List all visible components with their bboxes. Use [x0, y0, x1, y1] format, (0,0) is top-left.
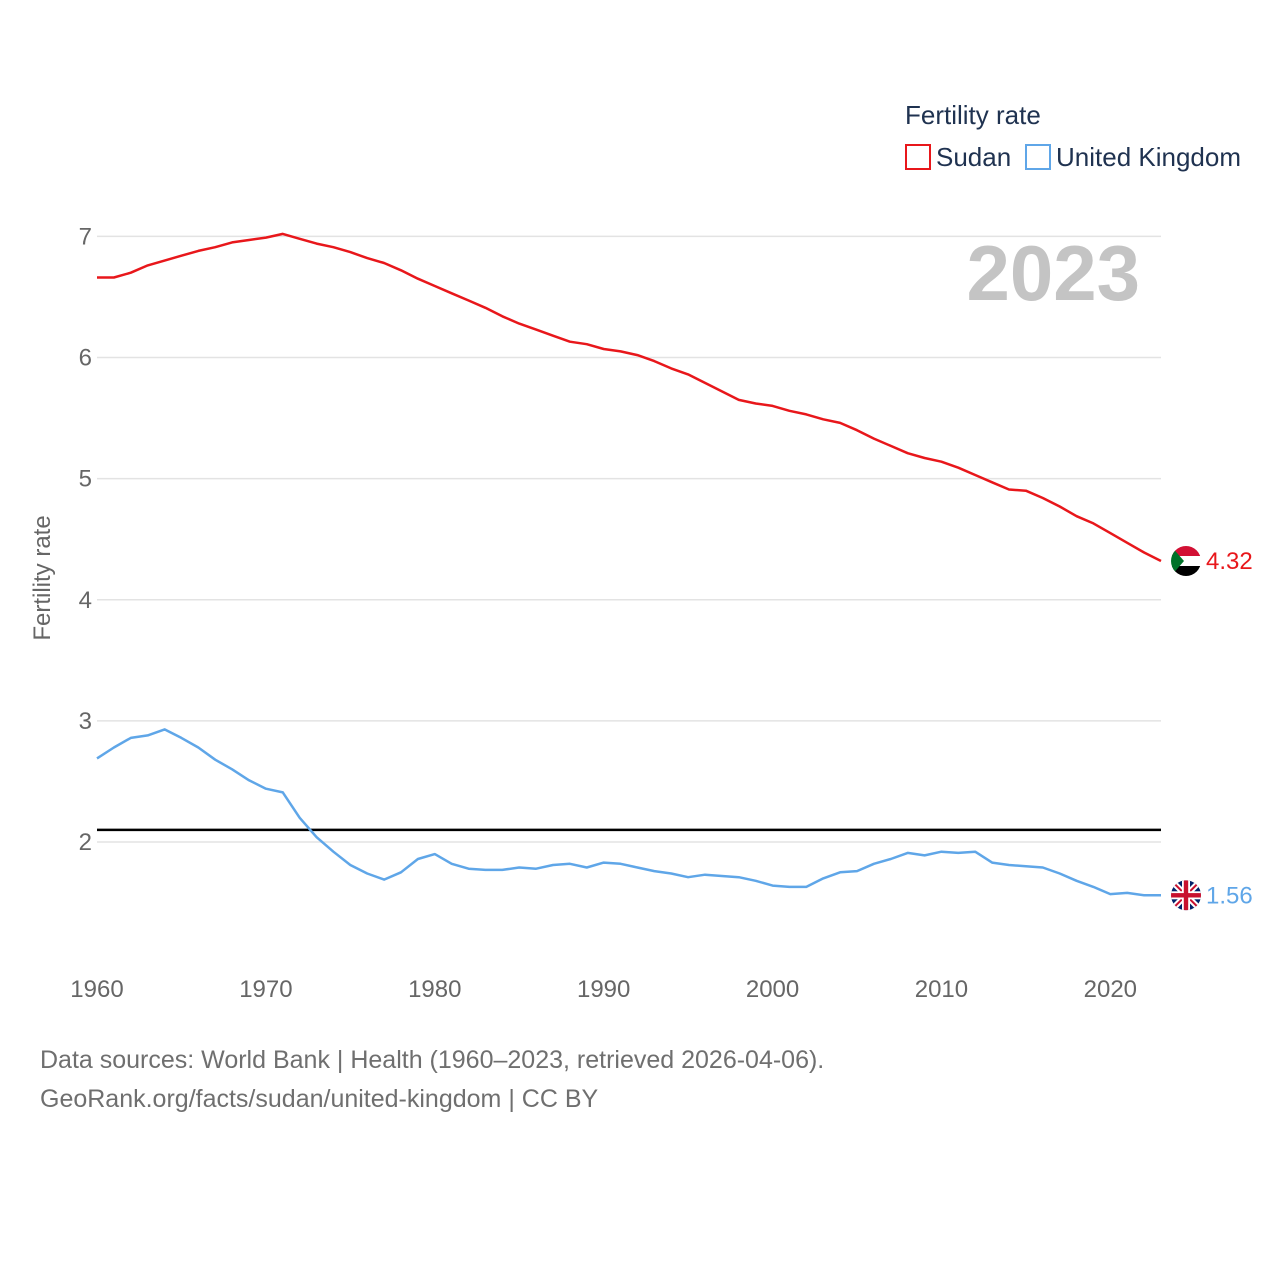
- y-tick-4: 4: [79, 587, 92, 614]
- y-tick-7: 7: [79, 223, 92, 250]
- legend-swatch-sudan: [905, 144, 931, 170]
- y-tick-6: 6: [79, 344, 92, 371]
- legend-item-united-kingdom[interactable]: United Kingdom: [1025, 142, 1241, 172]
- series-lines: [96, 232, 1162, 897]
- united-kingdom-latest-value: 1.56: [1206, 882, 1253, 909]
- y-tick-5: 5: [79, 466, 92, 493]
- fertility-rate-chart: 2 3 4 5 6 7 1960 1970 1980 1990 2000 2010 2020 Fert…: [29, 100, 1253, 1003]
- x-tick-2010: 2010: [915, 976, 968, 1003]
- x-axis-ticks: 1960 1970 1980 1990 2000 2010 2020: [70, 976, 1137, 1003]
- x-tick-2020: 2020: [1084, 976, 1137, 1003]
- legend-swatch-united-kingdom: [1025, 144, 1051, 170]
- series-line-sudan: [97, 232, 1162, 563]
- sudan-flag-icon: [1171, 546, 1201, 576]
- y-tick-2: 2: [79, 829, 92, 856]
- y-axis-ticks: 2 3 4 5 6 7: [79, 223, 92, 856]
- legend-label-sudan: Sudan: [936, 142, 1011, 172]
- legend-label-united-kingdom: United Kingdom: [1056, 142, 1241, 172]
- source-line: Data sources: World Bank | Health (1960–…: [40, 1046, 825, 1074]
- x-tick-1960: 1960: [70, 976, 123, 1003]
- x-tick-1990: 1990: [577, 976, 630, 1003]
- y-tick-3: 3: [79, 708, 92, 735]
- legend-item-sudan[interactable]: Sudan: [905, 142, 1011, 172]
- x-tick-1980: 1980: [408, 976, 461, 1003]
- series-line-united-kingdom: [96, 728, 1161, 897]
- sudan-latest-value: 4.32: [1206, 548, 1253, 575]
- united-kingdom-flag-icon: [1171, 880, 1201, 911]
- legend: Fertility rate Sudan United Kingdom: [905, 100, 1241, 172]
- x-tick-2000: 2000: [746, 976, 799, 1003]
- y-axis-label: Fertility rate: [29, 515, 56, 640]
- x-tick-1970: 1970: [239, 976, 292, 1003]
- legend-title: Fertility rate: [905, 100, 1041, 130]
- current-year-display: 2023: [966, 229, 1140, 317]
- attribution-line: GeoRank.org/facts/sudan/united-kingdom |…: [40, 1085, 599, 1113]
- gridlines: [97, 235, 1161, 843]
